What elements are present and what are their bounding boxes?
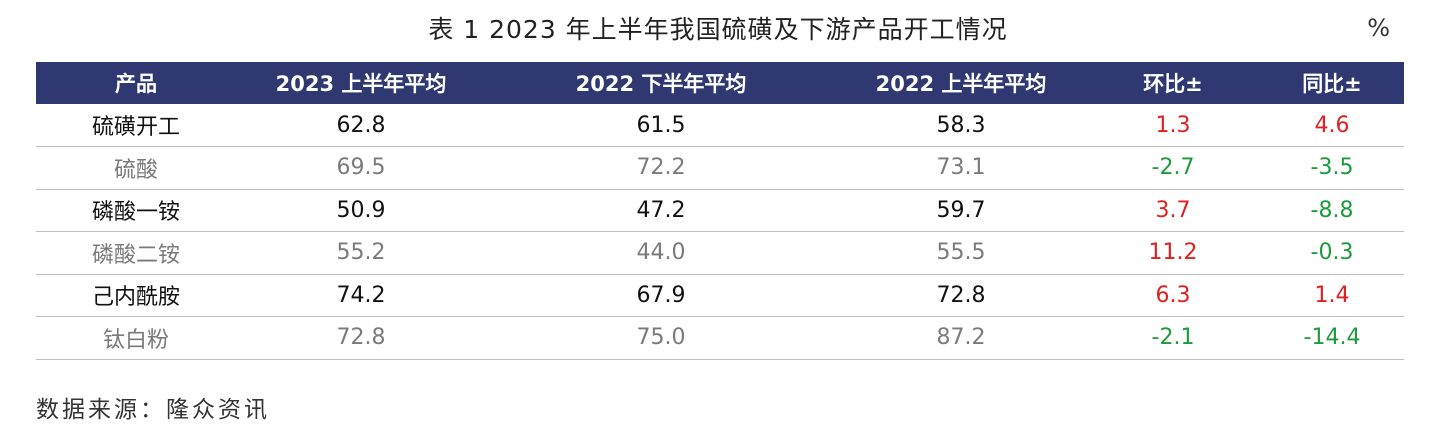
table-row: 硫磺开工 62.8 61.5 58.3 1.3 4.6 [36,104,1404,147]
table-title: 表 1 2023 年上半年我国硫磺及下游产品开工情况 [428,15,1008,44]
value-2022-h2: 44.0 [636,240,686,266]
table-row: 己内酰胺 74.2 67.9 72.8 6.3 1.4 [36,274,1404,317]
value-2022-h1: 55.5 [936,240,986,266]
table-row: 磷酸二铵 55.2 44.0 55.5 11.2 -0.3 [36,232,1404,274]
header-product: 产品 [115,72,157,96]
table-body: 硫磺开工 62.8 61.5 58.3 1.3 4.6 硫酸 69.5 72.2 73.1 -2.7… [36,104,1404,359]
value-2023-h1: 55.2 [336,240,386,266]
product-cell: 磷酸一铵 [91,200,180,226]
value-2022-h2: 75.0 [636,325,686,351]
source-note: 数据来源：隆众资讯 [36,397,270,423]
value-2022-h1: 72.8 [936,282,986,308]
mom-change: 3.7 [1155,197,1191,223]
mom-change: 1.3 [1155,112,1191,138]
product-cell: 磷酸二铵 [91,242,180,268]
value-2022-h1: 73.1 [936,155,986,181]
value-2022-h2: 67.9 [636,282,686,308]
product-cell: 己内酰胺 [91,285,180,311]
header-2022-h2: 2022 下半年平均 [575,72,747,96]
product-cell: 硫磺开工 [91,115,180,140]
yoy-change: -8.8 [1310,197,1354,223]
value-2023-h1: 72.8 [336,325,386,351]
value-2022-h2: 72.2 [636,155,686,181]
header-mom: 环比± [1143,72,1203,96]
value-2022-h2: 47.2 [636,197,686,223]
table-row: 钛白粉 72.8 75.0 87.2 -2.1 -14.4 [36,317,1404,359]
yoy-change: -3.5 [1310,155,1354,181]
product-cell: 硫酸 [113,157,158,183]
value-2023-h1: 50.9 [336,197,386,223]
value-2023-h1: 62.8 [336,112,386,138]
header-yoy: 同比± [1302,72,1362,96]
value-2022-h1: 58.3 [936,112,986,138]
value-2022-h1: 87.2 [936,325,986,351]
yoy-change: -0.3 [1310,240,1354,266]
yoy-change: 4.6 [1314,112,1350,138]
value-2023-h1: 74.2 [336,282,386,308]
value-2022-h2: 61.5 [636,112,686,138]
product-cell: 钛白粉 [102,327,169,353]
value-2022-h1: 59.7 [936,197,986,223]
yoy-change: -14.4 [1303,325,1361,351]
unit-label: % [1367,14,1390,42]
mom-change: -2.7 [1151,155,1195,181]
mom-change: 6.3 [1155,282,1191,308]
header-2022-h1: 2022 上半年平均 [875,72,1047,96]
data-table: 产品 2023 上半年平均 2022 下半年平均 2022 上半年平均 环比± … [36,62,1404,360]
value-2023-h1: 69.5 [336,155,386,181]
table-row: 硫酸 69.5 72.2 73.1 -2.7 -3.5 [36,147,1404,189]
table-header-row: 产品 2023 上半年平均 2022 下半年平均 2022 上半年平均 环比± … [36,62,1404,104]
table-row: 磷酸一铵 50.9 47.2 59.7 3.7 -8.8 [36,189,1404,232]
yoy-change: 1.4 [1314,282,1350,308]
mom-change: 11.2 [1148,240,1198,266]
mom-change: -2.1 [1151,325,1195,351]
header-2023-h1: 2023 上半年平均 [275,72,447,96]
